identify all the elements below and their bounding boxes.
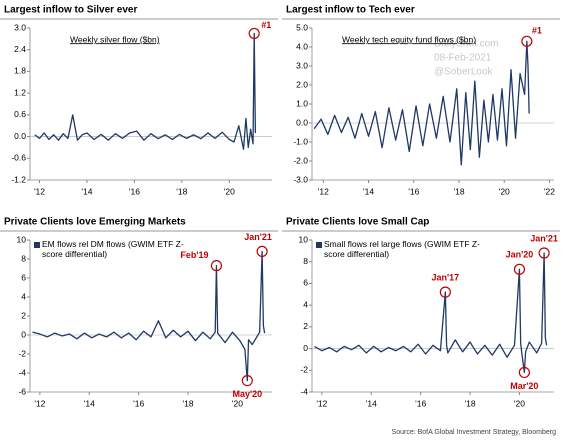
series-line [32, 250, 266, 382]
y-tick-label: 6 [21, 272, 26, 282]
y-tick-label: 1.0 [296, 98, 308, 108]
highlight-circle [538, 247, 550, 259]
highlight-circle [210, 260, 223, 272]
highlight-circle [256, 245, 268, 258]
watermark: @SoberLook [434, 67, 494, 78]
x-tick-label: '12 [34, 398, 45, 408]
watermark: 08-Feb-2021 [434, 53, 492, 64]
y-tick-label: 0.0 [14, 131, 26, 141]
y-tick-label: 2.4 [14, 44, 26, 54]
legend: EM flows rel DM flows (GWIM ETF Z-score … [42, 239, 184, 259]
y-tick-label: 2.0 [296, 79, 308, 89]
highlight-circle [248, 27, 260, 40]
x-tick-label: '18 [465, 398, 476, 408]
y-tick-label: 1.2 [14, 87, 26, 97]
watermark: DailyShot.com [434, 39, 498, 50]
x-tick-label: '16 [133, 398, 144, 408]
legend: Small flows rel large flows (GWIM ETF Z-… [324, 239, 480, 259]
y-tick-label: 5.0 [296, 22, 308, 32]
y-tick-label: -4 [18, 367, 26, 377]
panel-title: Largest inflow to Silver ever [4, 5, 137, 16]
highlight-circle [521, 35, 533, 47]
annotation: Jan'20 [506, 250, 534, 260]
y-tick-label: -2 [18, 348, 26, 358]
annotation: May'20 [232, 389, 262, 399]
panel: Private Clients love Emerging Markets -6 -… [0, 217, 278, 408]
subtitle: Weekly silver flow ($bn) [70, 34, 160, 44]
x-tick-label: '20 [224, 186, 235, 196]
x-tick-label: '16 [408, 186, 419, 196]
y-tick-label: 6 [303, 278, 308, 288]
annotation: Jan'21 [244, 232, 272, 242]
y-tick-label: 0 [303, 343, 308, 353]
y-tick-label: 4 [21, 291, 26, 301]
y-tick-label: -4 [300, 386, 308, 396]
annotation: #1 [532, 26, 542, 36]
annotation: Feb'19 [180, 250, 208, 260]
y-tick-label: 4 [303, 299, 308, 309]
legend-swatch [34, 242, 40, 248]
y-tick-label: 4.0 [296, 41, 308, 51]
y-tick-label: 0.6 [14, 109, 26, 119]
annotation: #1 [261, 20, 271, 30]
x-tick-label: '14 [363, 186, 374, 196]
series-line [314, 252, 548, 374]
x-tick-label: '18 [176, 186, 187, 196]
x-tick-label: '12 [316, 398, 327, 408]
x-tick-label: '16 [129, 186, 140, 196]
highlight-circle [513, 263, 526, 275]
legend-label: EM flows rel DM flows (GWIM ETF Z-score … [42, 239, 184, 259]
subtitle: Weekly tech equity fund flows ($bn) [342, 34, 476, 44]
highlight-circle [439, 286, 451, 298]
y-tick-label: -1.0 [293, 136, 308, 146]
y-tick-label: -6 [18, 386, 26, 396]
x-tick-label: '20 [514, 398, 525, 408]
x-tick-label: '14 [84, 398, 95, 408]
y-tick-label: 2 [21, 310, 26, 320]
x-tick-label: '14 [366, 398, 377, 408]
x-tick-label: '20 [499, 186, 510, 196]
y-tick-label: 2 [303, 321, 308, 331]
y-tick-label: 0.0 [296, 117, 308, 127]
x-tick-label: '12 [318, 186, 329, 196]
x-tick-label: '12 [34, 186, 45, 196]
x-tick-label: '18 [183, 398, 194, 408]
annotation: Mar'20 [510, 381, 538, 391]
x-tick-label: '16 [415, 398, 426, 408]
panel-title: Private Clients love Small Cap [286, 217, 429, 228]
panel-title: Largest inflow to Tech ever [286, 5, 415, 16]
series-line [313, 40, 530, 166]
y-tick-label: 10 [299, 234, 309, 244]
y-tick-label: -1.2 [11, 174, 26, 184]
panel: Largest inflow to Silver ever -1.2 -0.6 0.0… [0, 5, 278, 196]
y-tick-label: -2.0 [293, 155, 308, 165]
y-tick-label: -0.6 [11, 153, 26, 163]
source-note: Source: BofA Global Investment Strategy,… [392, 429, 557, 436]
y-tick-label: 8 [303, 256, 308, 266]
y-tick-label: -3.0 [293, 174, 308, 184]
y-tick-label: 1.8 [14, 66, 26, 76]
x-tick-label: '20 [232, 398, 243, 408]
y-tick-label: 8 [21, 253, 26, 263]
annotation: Jan'17 [432, 272, 460, 282]
legend-swatch [316, 242, 322, 248]
legend-label: Small flows rel large flows (GWIM ETF Z-… [324, 239, 480, 259]
x-tick-label: '18 [453, 186, 464, 196]
y-tick-label: 0 [21, 329, 26, 339]
y-tick-label: 3.0 [296, 60, 308, 70]
y-tick-label: -2 [300, 365, 308, 375]
series-line [34, 32, 257, 150]
panel: Private Clients love Small Cap -4 -2 0 2 4 6 8 1… [282, 217, 560, 408]
panel-title: Private Clients love Emerging Markets [4, 217, 186, 228]
highlight-circle [518, 366, 530, 379]
panel: Largest inflow to Tech ever -3.0 -2.0 -1.0 0… [282, 5, 560, 196]
x-tick-label: '22 [544, 186, 555, 196]
y-tick-label: 3.0 [14, 22, 26, 32]
highlight-circle [241, 375, 253, 387]
annotation: Jan'21 [530, 233, 558, 243]
x-tick-label: '14 [81, 186, 92, 196]
y-tick-label: 10 [17, 234, 27, 244]
